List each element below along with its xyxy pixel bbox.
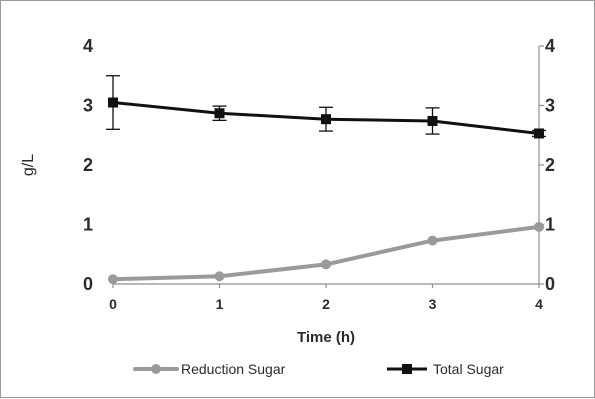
left-y-tick-label: 4	[83, 36, 93, 56]
x-tick-label: 4	[535, 296, 543, 312]
right-y-tick-label: 1	[545, 215, 555, 235]
data-point-reduction-sugar	[534, 221, 544, 232]
data-point-total-sugar	[427, 115, 438, 126]
data-point-reduction-sugar	[214, 271, 225, 282]
data-point-total-sugar	[534, 128, 544, 139]
legend-marker-reduction-sugar	[151, 364, 161, 374]
right-y-tick-label: 0	[545, 274, 555, 294]
data-point-reduction-sugar	[321, 259, 331, 270]
data-point-total-sugar	[321, 114, 331, 125]
legend: Reduction Sugar Total Sugar	[133, 361, 504, 377]
x-tick-label: 2	[322, 296, 330, 312]
legend-marker-total-sugar	[402, 364, 412, 374]
data-point-reduction-sugar	[427, 235, 438, 246]
series-line-reduction-sugar	[111, 224, 541, 282]
data-point-total-sugar	[108, 97, 118, 108]
data-point-reduction-sugar	[108, 274, 118, 285]
data-point-total-sugar	[214, 108, 225, 119]
right-y-tick-label: 4	[545, 36, 555, 56]
x-tick-label: 1	[216, 296, 224, 312]
series-layer	[106, 75, 546, 285]
right-y-tick-label: 2	[545, 155, 555, 175]
legend-label-reduction-sugar: Reduction Sugar	[181, 361, 286, 377]
legend-label-total-sugar: Total Sugar	[433, 361, 504, 377]
y-axis-title: g/L	[20, 154, 37, 176]
left-y-tick-label: 3	[83, 96, 93, 116]
left-y-tick-label: 1	[83, 215, 93, 235]
left-y-tick-label: 2	[83, 155, 93, 175]
x-tick-label: 0	[109, 296, 117, 312]
left-y-tick-label: 0	[83, 274, 93, 294]
axes-layer	[112, 45, 544, 288]
right-y-tick-label: 3	[545, 96, 555, 116]
x-tick-label: 3	[429, 296, 437, 312]
x-axis-title: Time (h)	[297, 329, 355, 346]
